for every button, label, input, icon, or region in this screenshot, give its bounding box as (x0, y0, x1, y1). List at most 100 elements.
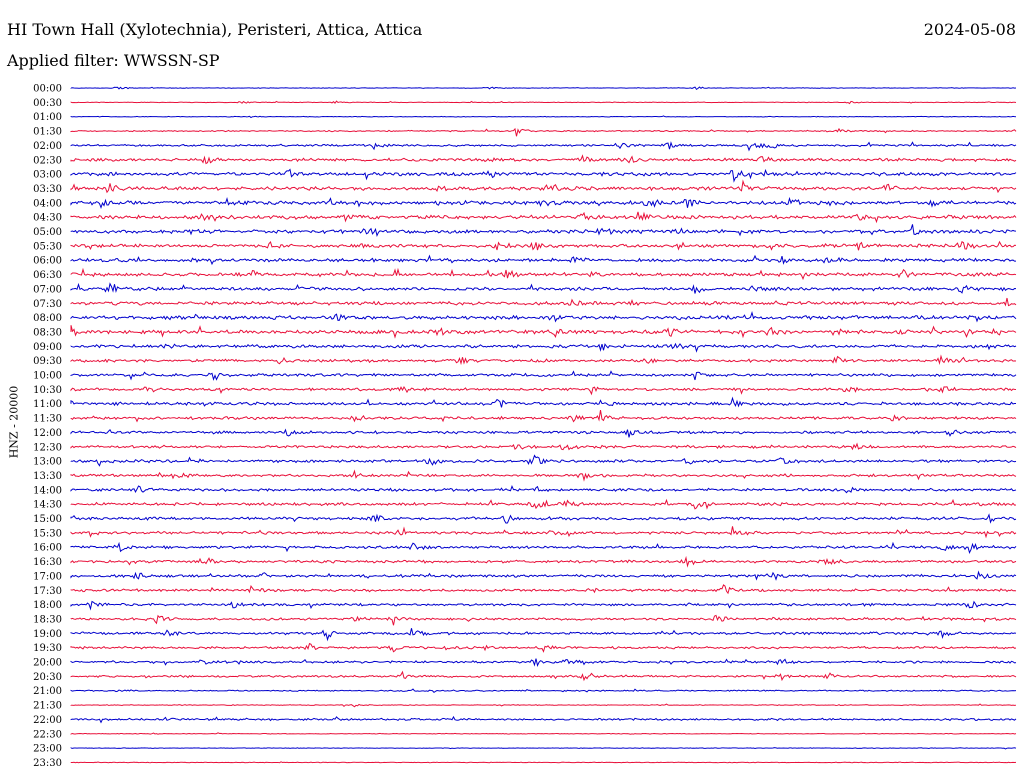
row-time-label: 11:30 (33, 414, 62, 425)
row-time-label: 06:30 (33, 270, 62, 281)
trace-row (70, 224, 1017, 237)
trace-row (70, 732, 1017, 735)
row-time-label: 18:30 (33, 614, 62, 625)
trace-row (70, 428, 1017, 438)
trace-row (70, 100, 1017, 105)
row-time-label: 21:00 (33, 686, 62, 697)
row-time-label: 01:30 (33, 127, 62, 138)
row-time-label: 05:00 (33, 227, 62, 238)
row-time-label: 13:00 (33, 457, 62, 468)
row-time-label: 05:30 (33, 241, 62, 252)
trace-row (70, 297, 1017, 307)
trace-row (70, 469, 1017, 482)
trace-row (70, 761, 1017, 764)
trace-row (70, 715, 1017, 724)
trace-row (70, 154, 1017, 165)
trace-row (70, 354, 1017, 366)
row-time-label: 12:30 (33, 442, 62, 453)
trace-row (70, 584, 1017, 595)
trace-row (70, 513, 1017, 524)
row-time-label: 18:00 (33, 600, 62, 611)
trace-row (70, 267, 1017, 281)
row-time-label: 03:30 (33, 184, 62, 195)
trace-row (70, 396, 1017, 408)
row-time-label: 00:30 (33, 98, 62, 109)
row-time-label: 13:30 (33, 471, 62, 482)
trace-row (70, 86, 1017, 91)
row-time-label: 23:00 (33, 744, 62, 755)
row-time-label: 02:00 (33, 141, 62, 152)
trace-row (70, 670, 1017, 682)
filter-label: Applied filter: WWSSN-SP (7, 51, 220, 70)
trace-row (70, 127, 1017, 137)
trace-row (70, 642, 1017, 653)
trace-row (70, 570, 1017, 581)
row-time-label: 20:30 (33, 672, 62, 683)
row-time-label: 06:00 (33, 256, 62, 267)
trace-row (70, 600, 1017, 611)
row-time-label: 04:30 (33, 213, 62, 224)
row-time-label: 14:00 (33, 485, 62, 496)
row-time-label: 08:00 (33, 313, 62, 324)
row-time-label: 09:00 (33, 342, 62, 353)
row-time-label: 12:00 (33, 428, 62, 439)
row-time-label: 01:00 (33, 112, 62, 123)
trace-row (70, 385, 1017, 396)
row-time-label: 07:00 (33, 284, 62, 295)
row-time-label: 08:30 (33, 327, 62, 338)
trace-row (70, 614, 1017, 626)
trace-row (70, 179, 1017, 194)
trace-row (70, 141, 1017, 152)
row-time-label: 19:00 (33, 629, 62, 640)
trace-row (70, 703, 1017, 708)
trace-row (70, 254, 1017, 266)
row-time-label: 15:00 (33, 514, 62, 525)
row-time-label: 16:00 (33, 543, 62, 554)
station-title: HI Town Hall (Xylotechnia), Peristeri, A… (7, 20, 423, 39)
row-time-label: 07:30 (33, 299, 62, 310)
row-time-label: 10:30 (33, 385, 62, 396)
row-time-label: 09:30 (33, 356, 62, 367)
row-time-label: 11:00 (33, 399, 62, 410)
trace-row (70, 342, 1017, 353)
row-time-label: 04:00 (33, 198, 62, 209)
trace-row (70, 370, 1017, 381)
row-time-label: 02:30 (33, 155, 62, 166)
row-time-label: 21:30 (33, 701, 62, 712)
row-time-label: 03:00 (33, 170, 62, 181)
trace-row (70, 555, 1017, 568)
row-time-label: 22:00 (33, 715, 62, 726)
row-time-label: 22:30 (33, 729, 62, 740)
trace-row (70, 485, 1017, 494)
row-time-label: 14:30 (33, 500, 62, 511)
trace-row (70, 410, 1017, 423)
trace-row (70, 115, 1017, 119)
trace-row (70, 442, 1017, 451)
row-time-label: 23:30 (33, 758, 62, 769)
trace-row (70, 282, 1017, 294)
trace-row (70, 310, 1017, 323)
trace-row (70, 211, 1017, 224)
row-time-label: 19:30 (33, 643, 62, 654)
trace-row (70, 196, 1017, 210)
trace-row (70, 541, 1017, 554)
trace-row (70, 658, 1017, 667)
trace-row (70, 747, 1017, 750)
trace-row (70, 454, 1017, 467)
row-time-label: 17:30 (33, 586, 62, 597)
trace-row (70, 168, 1017, 183)
trace-row (70, 498, 1017, 510)
trace-row (70, 325, 1017, 339)
row-time-label: 15:30 (33, 528, 62, 539)
row-time-label: 16:30 (33, 557, 62, 568)
date-label: 2024-05-08 (923, 20, 1016, 39)
trace-row (70, 240, 1017, 251)
trace-row (70, 526, 1017, 539)
row-time-label: 10:00 (33, 371, 62, 382)
row-time-label: 17:00 (33, 571, 62, 582)
row-time-label: 20:00 (33, 658, 62, 669)
trace-row (70, 688, 1017, 694)
row-time-label: 00:00 (33, 84, 62, 95)
trace-row (70, 628, 1017, 642)
